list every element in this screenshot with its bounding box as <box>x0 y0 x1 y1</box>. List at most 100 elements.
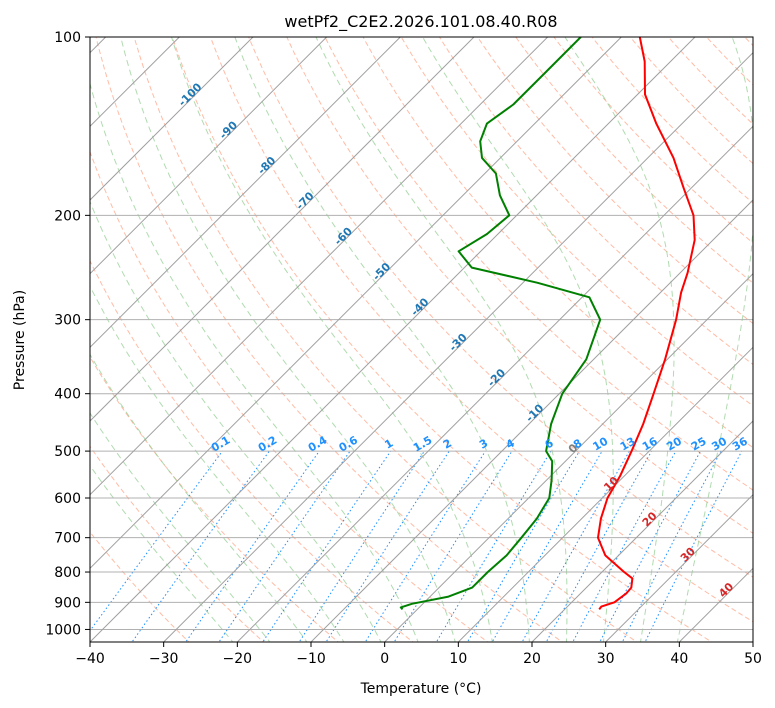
moist-adiabat <box>90 353 308 642</box>
dry-adiabat <box>171 37 713 642</box>
x-tick-label: 0 <box>380 651 389 667</box>
dry-adiabat <box>90 259 414 642</box>
y-tick-label: 500 <box>54 444 81 460</box>
isotherm-line <box>90 37 696 642</box>
mixing-ratio-line <box>572 450 677 642</box>
mixing-ratio-line <box>599 450 701 642</box>
y-tick-label: 400 <box>54 387 81 403</box>
isotherm-line <box>457 346 753 642</box>
y-tick-label: 100 <box>54 30 81 46</box>
dewpoint-profile-line <box>399 37 602 611</box>
y-axis-label: Pressure (hPa) <box>12 290 28 390</box>
mixing-ratio-label: 4 <box>504 436 517 451</box>
isotherm-label: -30 <box>447 331 470 354</box>
dry-adiabat <box>553 37 753 244</box>
x-tick-label: −10 <box>296 651 326 667</box>
mixing-ratio-line <box>644 450 743 642</box>
mixing-ratio-label: 3 <box>477 437 490 452</box>
temperature-profile-line <box>597 37 696 611</box>
dry-adiabat <box>705 37 753 86</box>
x-tick-label: −40 <box>75 651 105 667</box>
isotherm-lines <box>90 37 753 642</box>
dry-adiabat <box>90 445 265 642</box>
isotherm-label: -40 <box>408 295 431 318</box>
y-tick-label: 700 <box>54 531 81 547</box>
x-tick-label: 10 <box>449 651 467 667</box>
dry-adiabat <box>324 37 753 491</box>
isotherm-line <box>384 272 753 642</box>
y-tick-label: 300 <box>54 313 81 329</box>
moist-adiabat <box>90 200 382 642</box>
mixing-ratio-line <box>298 450 425 642</box>
isotherm-line <box>90 37 254 201</box>
x-tick-label: −30 <box>149 651 179 667</box>
dry-adiabat <box>90 531 190 642</box>
isotherm-label: -20 <box>485 366 508 389</box>
background-lines <box>90 37 753 642</box>
mixing-ratio-line <box>185 450 320 642</box>
mixing-ratio-label: 6 <box>543 436 556 451</box>
x-axis-label: Temperature (°C) <box>360 681 482 697</box>
mixing-ratio-line <box>393 450 513 642</box>
isotherm-line <box>90 37 622 570</box>
y-tick-label: 200 <box>54 208 81 224</box>
mixing-ratio-line <box>364 450 486 642</box>
x-tick-label: −20 <box>223 651 253 667</box>
dry-adiabat <box>95 37 564 642</box>
mixing-ratio-label: 2 <box>441 437 454 452</box>
isotherm-line <box>90 37 328 275</box>
dry-adiabat <box>744 37 753 47</box>
mixing-ratio-line <box>218 450 351 642</box>
dry-adiabat <box>476 37 753 325</box>
isotherm-line <box>236 125 753 642</box>
mixing-ratio-line <box>466 450 580 642</box>
dry-adiabat <box>90 150 489 642</box>
moist-adiabat <box>171 37 493 642</box>
dry-adiabat <box>286 37 753 534</box>
isotherm-label: -90 <box>217 118 240 141</box>
y-tick-label: 1000 <box>45 622 81 638</box>
moist-adiabat <box>90 464 234 642</box>
isotherm-label: 40 <box>716 580 736 600</box>
mixing-ratio-line <box>262 450 392 642</box>
dry-adiabat <box>400 37 753 407</box>
isotherm-line <box>310 199 753 642</box>
moist-adiabat <box>315 37 568 642</box>
dry-adiabat <box>667 37 753 125</box>
line-labels: 0.1 0.2 0.4 0.6 1 1.5 2 3 4 6 8 10 13 16 20 25 30 36-100-… <box>176 80 750 600</box>
dry-adiabat <box>133 37 638 642</box>
mixing-ratio-line <box>325 450 450 642</box>
pressure-gridlines <box>90 37 753 630</box>
plot-frame <box>89 36 754 643</box>
x-tick-label: 40 <box>670 651 688 667</box>
isotherm-line <box>90 37 549 496</box>
isotherm-line <box>605 493 753 642</box>
mixing-ratio-line <box>90 450 223 632</box>
x-tick-label: 20 <box>523 651 541 667</box>
isotherm-label: -70 <box>293 189 316 212</box>
isotherm-label: -10 <box>523 401 546 424</box>
y-tick-label: 800 <box>54 565 81 581</box>
y-tick-label: 600 <box>54 491 81 507</box>
dry-adiabat <box>209 37 753 623</box>
isotherm-line <box>90 37 401 349</box>
x-tick-label: 50 <box>744 651 762 667</box>
mixing-ratio-line <box>621 450 722 642</box>
isotherm-label: -100 <box>176 80 205 109</box>
moist-adiabat <box>90 81 419 642</box>
isotherm-line <box>163 51 753 642</box>
dry-adiabat <box>629 37 753 165</box>
x-tick-label: 30 <box>597 651 615 667</box>
isotherm-label: -80 <box>255 154 278 177</box>
isotherm-line <box>90 37 475 422</box>
axes: −40 −30 −20 −10 0 10 20 30 40 50 100 200 300 400 500 60… <box>45 30 762 667</box>
y-tick-label: 900 <box>54 595 81 611</box>
mixing-ratio-line <box>131 450 270 642</box>
isotherm-line <box>531 420 753 642</box>
isotherm-label: 20 <box>640 509 660 529</box>
dry-adiabat <box>438 37 753 366</box>
dry-adiabat <box>362 37 753 449</box>
isotherm-line <box>752 641 753 642</box>
profile-series <box>399 37 696 611</box>
